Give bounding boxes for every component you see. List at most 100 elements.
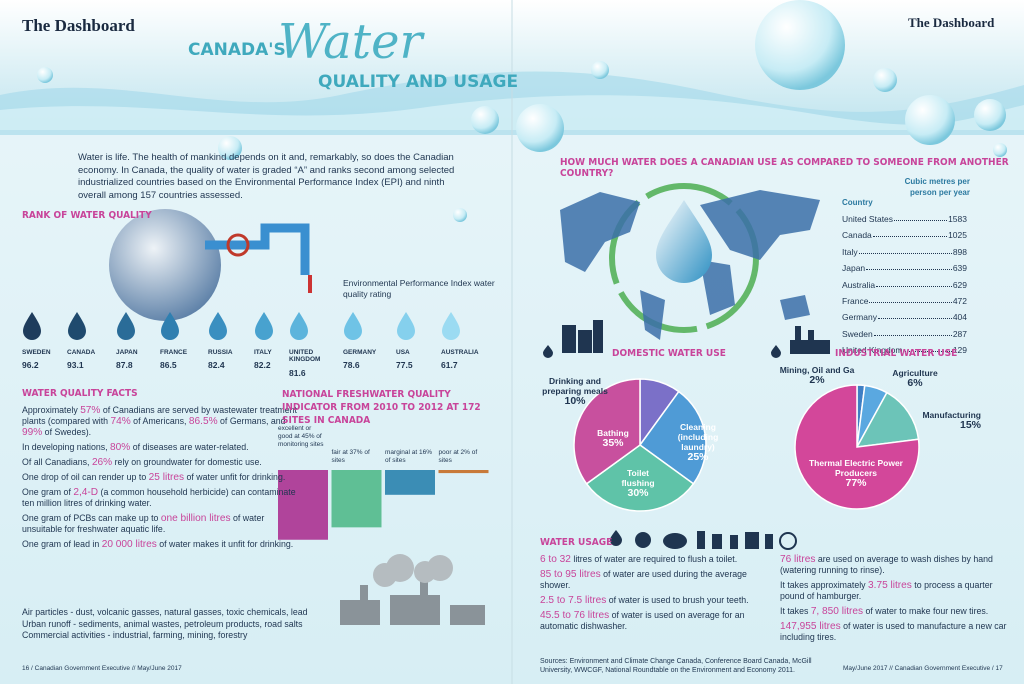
text-run: to process a quarter pound of hamburger. xyxy=(780,580,993,601)
highlight: 7, 850 litres xyxy=(810,606,864,617)
country-name: JAPAN xyxy=(116,349,138,356)
section-heading: WATER QUALITY FACTS xyxy=(22,388,138,399)
section-heading: HOW MUCH WATER DOES A CANADIAN USE AS CO… xyxy=(560,157,1009,179)
section-heading: RANK OF WATER QUALITY xyxy=(22,210,152,221)
leader xyxy=(869,296,952,303)
country-name: FRANCE xyxy=(160,349,188,356)
slice-name: Thermal Electric Power Producers xyxy=(808,458,903,478)
country-name: CANADA xyxy=(67,349,96,356)
brand: The Dashboard xyxy=(908,15,995,30)
highlight: 3.75 litres xyxy=(868,580,912,591)
country-score: 77.5 xyxy=(396,360,413,370)
text-run: (a common household herbicide) can conta… xyxy=(22,487,296,508)
bar-label: poor at 2% of sites xyxy=(438,449,478,464)
usage-item: It takes 7, 850 litres of water to make … xyxy=(780,606,1010,617)
pie-slice xyxy=(855,391,920,448)
slice-value: 25% xyxy=(687,451,709,463)
bar-label: marginal at 16% of sites xyxy=(385,449,432,464)
fact: One gram of lead in 20 000 litres of wat… xyxy=(22,539,297,550)
country-name: GERMANY xyxy=(343,349,377,356)
fact: Of all Canadians, 26% rely on groundwate… xyxy=(22,457,297,468)
brand: The Dashboard xyxy=(22,16,135,35)
text-run: rely on groundwater for domestic use. xyxy=(112,457,262,467)
leader xyxy=(873,329,952,336)
fact: In developing nations, 80% of diseases a… xyxy=(22,442,297,453)
highlight: 57% xyxy=(80,405,101,416)
value: 629 xyxy=(952,279,967,290)
text-run: of water unfit for drinking. xyxy=(184,472,286,482)
text-run: One drop of oil can render up to xyxy=(22,472,149,482)
text-run: of water makes it unfit for drinking. xyxy=(156,539,294,549)
slice-name: Cleaning (including laundry) xyxy=(677,422,719,452)
highlight: 147,955 litres xyxy=(780,621,841,632)
highlight: 26% xyxy=(91,457,113,468)
usage-item: 147,955 litres of water is used to manuf… xyxy=(780,621,1010,643)
text-run: of water to make four new tires. xyxy=(863,606,989,616)
slice-value: 35% xyxy=(602,437,624,449)
country: United States xyxy=(842,214,894,224)
title-main: Water xyxy=(278,14,423,70)
fact: One gram of PCBs can make up to one bill… xyxy=(22,513,297,535)
table-row: Australia 629 xyxy=(842,280,967,290)
country: Japan xyxy=(842,263,866,274)
usage-list: 6 to 32 litres of water are required to … xyxy=(540,554,770,636)
country: Australia xyxy=(842,279,876,290)
leader xyxy=(866,263,952,271)
epi-label: Environmental Performance Index water qu… xyxy=(343,278,495,299)
slice-value: 30% xyxy=(627,487,649,499)
text-run: It takes approximately xyxy=(780,580,869,590)
title-prefix: CANADA'S xyxy=(188,40,286,60)
bar xyxy=(385,470,435,495)
drop-icon xyxy=(117,312,135,340)
slice-value: 6% xyxy=(907,377,923,389)
bar xyxy=(331,470,382,528)
leader xyxy=(877,312,952,320)
text-run: Of all Canadians, xyxy=(22,457,92,467)
slice-value: 2% xyxy=(809,374,825,386)
highlight: 86.5% xyxy=(188,416,218,427)
facts-list: Approximately 57% of Canadians are serve… xyxy=(22,405,297,554)
pie-slice xyxy=(794,384,920,510)
country-score: 96.2 xyxy=(22,360,39,370)
drop-icon xyxy=(397,312,415,340)
drop-icon xyxy=(68,312,86,340)
usage-item: 45.5 to 76 litres of water is used on av… xyxy=(540,610,770,632)
highlight: 85 to 95 litres xyxy=(540,569,601,580)
country: Sweden xyxy=(842,328,873,339)
section-heading: WATER USAGE xyxy=(540,537,613,548)
value: 129 xyxy=(952,345,967,356)
text-run: Approximately xyxy=(22,405,81,415)
drop-icon xyxy=(290,312,308,340)
section-heading: INDUSTRIAL WATER USE xyxy=(835,348,958,359)
column-header: Cubic metres per person per year xyxy=(904,177,970,197)
bar-label: fair at 37% of sites xyxy=(331,449,370,464)
table-row: Canada 1025 xyxy=(842,230,967,240)
country-score: 86.5 xyxy=(160,360,177,370)
text-run: litres of water are required to flush a … xyxy=(570,554,738,564)
drop-icon xyxy=(161,312,179,340)
column-header: Country xyxy=(842,198,873,207)
text-run: of Germans, and xyxy=(217,416,286,426)
highlight: 80% xyxy=(110,442,131,453)
slice-value: 15% xyxy=(959,419,981,431)
text-run: of Canadians are served by wastewater tr… xyxy=(22,405,297,426)
sources: Sources: Environment and Climate Change … xyxy=(540,658,812,674)
fact: Approximately 57% of Canadians are serve… xyxy=(22,405,297,438)
bar xyxy=(438,470,489,474)
country-name: ITALY xyxy=(254,349,272,356)
highlight: 2.5 to 7.5 litres xyxy=(540,595,607,606)
slice-name: Manufacturing xyxy=(922,410,981,420)
text-run: One gram of PCBs can make up to xyxy=(22,513,161,523)
text-run: of water is used to manufacture a new ca… xyxy=(780,621,1007,642)
title-sub: QUALITY AND USAGE xyxy=(318,72,519,92)
country: France xyxy=(842,296,869,306)
slice-name: Mining, Oil and Ga xyxy=(779,365,855,375)
drop-icon xyxy=(23,312,41,340)
value: 404 xyxy=(952,312,967,323)
bar xyxy=(278,470,328,540)
folio: May/June 2017 // Canadian Government Exe… xyxy=(843,665,1003,672)
country-score: 87.8 xyxy=(116,360,133,370)
pollution-item: Urban runoff - sediments, animal wastes,… xyxy=(22,618,303,629)
text-run: One gram of xyxy=(22,487,74,497)
value: 287 xyxy=(952,328,967,339)
